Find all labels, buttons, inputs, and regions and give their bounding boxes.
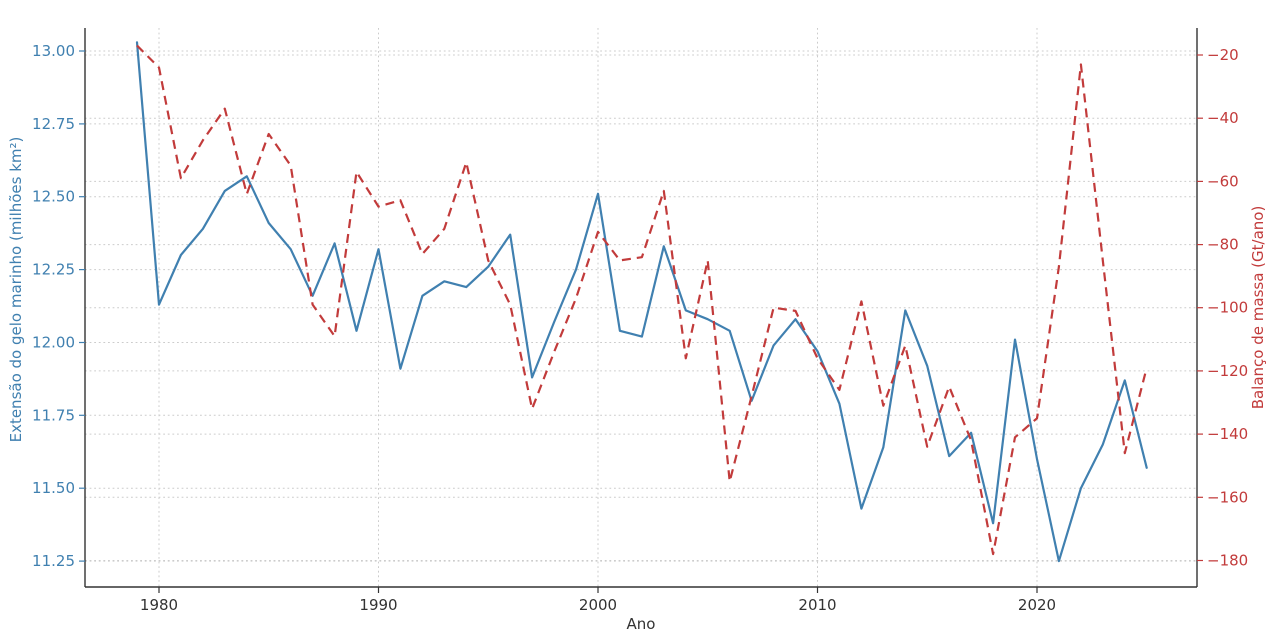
left-axis-tick-label: 12.75 (32, 115, 75, 133)
x-axis-tick-label: 1990 (359, 596, 397, 614)
right-axis-tick-label: −60 (1207, 172, 1239, 190)
x-axis-tick-label: 2000 (579, 596, 617, 614)
right-axis-tick-label: −180 (1207, 552, 1248, 570)
x-axis-title: Ano (627, 615, 656, 633)
right-axis-tick-label: −120 (1207, 362, 1248, 380)
left-axis-tick-label: 11.25 (32, 552, 75, 570)
left-axis-tick-label: 12.00 (32, 334, 75, 352)
right-axis-tick-label: −40 (1207, 109, 1239, 127)
left-axis-tick-label: 13.00 (32, 42, 75, 60)
left-axis-title: Extensão do gelo marinho (milhões km²) (7, 137, 25, 443)
left-axis-tick-label: 11.75 (32, 406, 75, 424)
left-axis-tick-label: 12.50 (32, 188, 75, 206)
left-axis-tick-label: 12.25 (32, 261, 75, 279)
x-axis-tick-label: 2020 (1018, 596, 1056, 614)
right-axis-title: Balanço de massa (Gt/ano) (1249, 206, 1267, 410)
x-axis-tick-label: 1980 (140, 596, 178, 614)
right-axis-tick-label: −80 (1207, 236, 1239, 254)
mass-balance-line (136, 44, 1148, 556)
sea-ice-extent-line (135, 41, 1148, 563)
right-axis-tick-label: −140 (1207, 425, 1248, 443)
right-axis-tick-label: −160 (1207, 488, 1248, 506)
right-axis-tick-label: −20 (1207, 46, 1239, 64)
left-axis-tick-label: 11.50 (32, 479, 75, 497)
x-axis-tick-label: 2010 (798, 596, 836, 614)
right-axis-tick-label: −100 (1207, 299, 1248, 317)
